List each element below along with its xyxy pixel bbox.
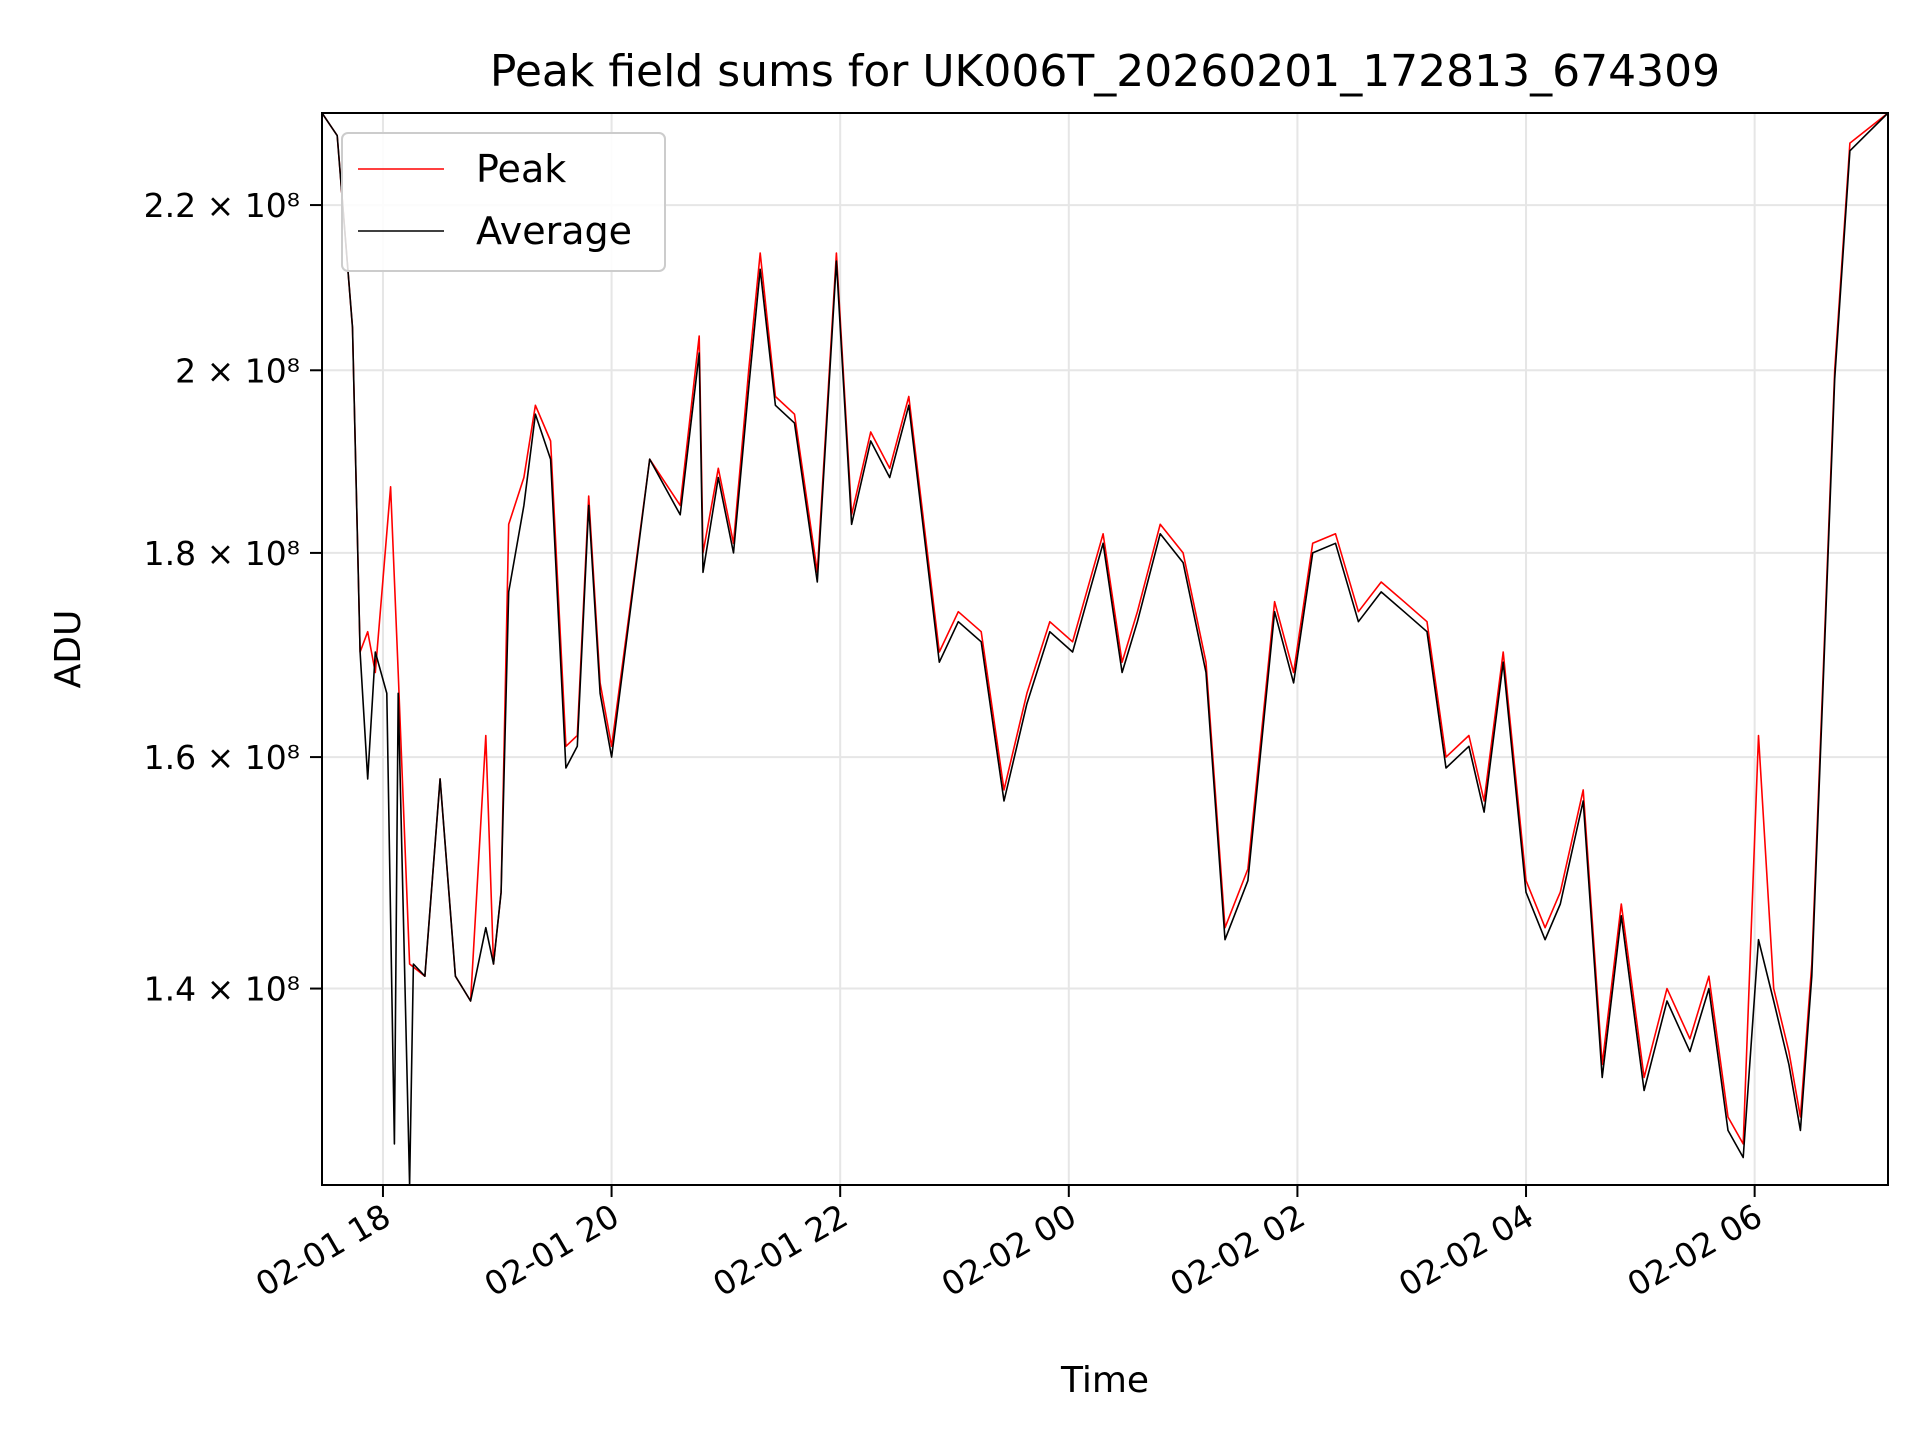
legend-box (341, 132, 666, 272)
chart-title: Peak field sums for UK006T_20260201_1728… (490, 46, 1720, 97)
y-tick-label: 2 × 10⁸ (175, 351, 300, 390)
y-tick-label: 1.8 × 10⁸ (144, 534, 300, 573)
series-line-average (321, 112, 1889, 1186)
legend-label-average: Average (476, 209, 632, 253)
x-axis-label: Time (1060, 1360, 1149, 1401)
y-axis: 1.4 × 10⁸ 1.6 × 10⁸ 1.8 × 10⁸ 2 × 10⁸ 2.2 × … (144, 186, 322, 1009)
y-tick-label: 1.4 × 10⁸ (144, 970, 300, 1009)
y-tick-label: 2.2 × 10⁸ (144, 186, 300, 225)
legend: Peak Average (341, 132, 666, 272)
series-layer (321, 112, 1889, 1186)
y-axis-label: ADU (48, 610, 89, 689)
legend-label-peak: Peak (476, 147, 566, 191)
plot-frame (321, 112, 1889, 1186)
y-tick-label: 1.6 × 10⁸ (144, 738, 300, 777)
